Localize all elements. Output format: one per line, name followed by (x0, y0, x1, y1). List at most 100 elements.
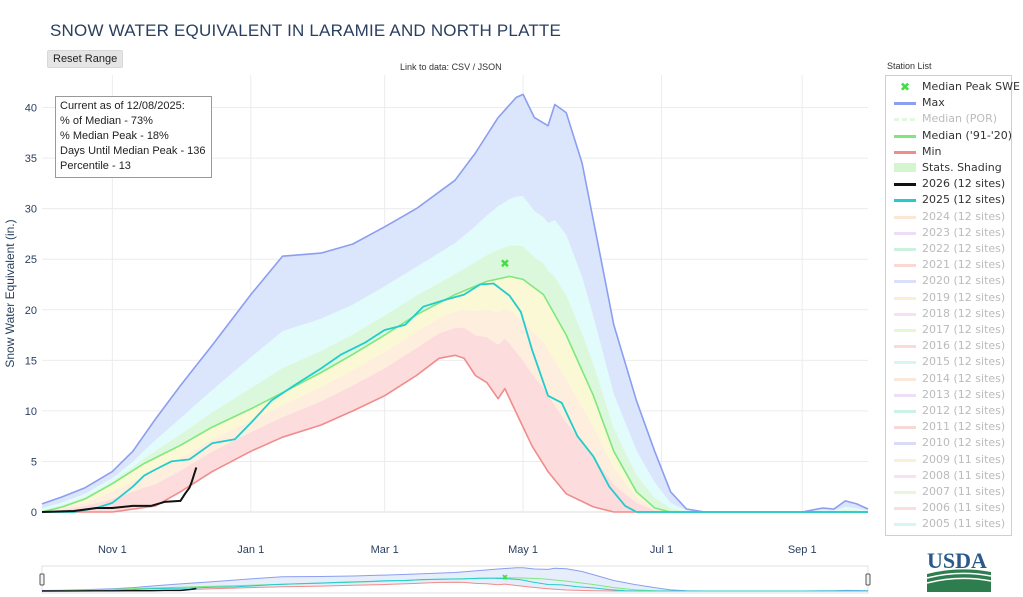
legend-item[interactable]: 2026 (12 sites) (886, 176, 1011, 192)
y-tick-label: 35 (25, 153, 37, 165)
legend-swatch (894, 410, 916, 413)
stats-date-line: Current as of 12/08/2025: (60, 100, 185, 112)
legend-label: 2017 (12 sites) (922, 323, 1006, 336)
y-tick-label: 40 (25, 103, 37, 115)
legend: ✖ Median Peak SWE Max Median (POR) Median ('… (885, 75, 1020, 536)
legend-item[interactable]: Stats. Shading (886, 160, 1011, 176)
legend-label: 2019 (12 sites) (922, 290, 1006, 304)
legend-swatch (894, 264, 916, 268)
y-tick-label: 25 (25, 254, 37, 266)
legend-item[interactable]: 2007 (11 sites) (886, 484, 1011, 500)
legend-label: 2020 (12 sites) (922, 274, 1006, 288)
link-prefix: Link to data: (400, 62, 450, 72)
median-peak-marker (501, 259, 509, 268)
series-2025-line (42, 282, 868, 513)
x-tick-label: May 1 (508, 544, 538, 556)
legend-item[interactable]: 2019 (12 sites) (886, 290, 1011, 306)
legend-item[interactable]: 2018 (12 sites) (886, 306, 1011, 322)
legend-swatch (894, 150, 916, 154)
legend-label: Min (922, 144, 942, 158)
legend-item[interactable]: 2012 (12 sites) (886, 403, 1011, 419)
legend-item[interactable]: 2011 (12 sites) (886, 419, 1011, 435)
legend-swatch (894, 426, 916, 430)
legend-label: 2015 (12 sites) (922, 355, 1006, 369)
legend-swatch (894, 118, 916, 122)
legend-swatch (894, 329, 916, 332)
legend-swatch (894, 183, 916, 187)
legend-item[interactable]: 2009 (11 sites) (886, 452, 1011, 468)
legend-item[interactable]: 2008 (11 sites) (886, 468, 1011, 484)
legend-item[interactable]: 2022 (12 sites) (886, 241, 1011, 257)
legend-item[interactable]: 2010 (12 sites) (886, 435, 1011, 451)
legend-title: Station List (887, 61, 932, 71)
csv-link[interactable]: CSV (451, 62, 471, 72)
reset-range-button[interactable]: Reset Range (47, 50, 124, 68)
legend-label: 2016 (12 sites) (922, 339, 1006, 353)
link-separator: / (472, 62, 476, 72)
x-tick-label: Mar 1 (371, 544, 399, 556)
legend-item[interactable]: 2015 (12 sites) (886, 354, 1011, 370)
stats-pct-median-peak: % Median Peak - 18% (60, 130, 169, 142)
slider-2025-line (42, 577, 868, 592)
y-tick-label: 20 (25, 305, 37, 317)
legend-label: 2014 (12 sites) (922, 371, 1006, 385)
legend-swatch (894, 199, 916, 203)
series-2026-line (41, 467, 198, 513)
legend-item[interactable]: Max (886, 95, 1011, 111)
legend-label: 2018 (12 sites) (922, 306, 1006, 320)
legend-swatch (894, 458, 916, 462)
shading-30-10 (42, 308, 868, 512)
legend-label: 2022 (12 sites) (922, 242, 1006, 255)
legend-swatch (894, 491, 916, 494)
legend-label: 2023 (12 sites) (922, 225, 1006, 239)
usda-logo: USDA (925, 548, 993, 592)
legend-swatch (894, 474, 916, 478)
legend-item[interactable]: 2020 (12 sites) (886, 273, 1011, 289)
legend-swatch (894, 361, 916, 365)
legend-label: 2006 (11 sites) (922, 501, 1006, 515)
legend-swatch (894, 163, 916, 172)
y-tick-label: 10 (25, 406, 37, 418)
legend-item[interactable]: Median (POR) (886, 111, 1011, 127)
legend-label: Median ('91-'20) (922, 128, 1013, 142)
legend-item[interactable]: 2005 (11 sites) (886, 516, 1011, 532)
legend-item[interactable]: 2025 (12 sites) (886, 192, 1011, 208)
range-slider-left-handle[interactable] (39, 573, 45, 586)
stats-percentile: Percentile - 13 (60, 160, 131, 172)
legend-item[interactable]: 2014 (12 sites) (886, 371, 1011, 387)
legend-swatch (894, 377, 916, 381)
json-link[interactable]: JSON (477, 62, 502, 72)
legend-swatch (894, 215, 916, 219)
legend-item[interactable]: 2017 (12 sites) (886, 322, 1011, 338)
legend-item[interactable]: 2023 (12 sites) (886, 225, 1011, 241)
legend-label: 2024 (12 sites) (922, 209, 1006, 223)
legend-item[interactable]: 2006 (11 sites) (886, 500, 1011, 516)
legend-swatch (894, 134, 916, 138)
legend-label: 2011 (12 sites) (922, 420, 1006, 434)
legend-item[interactable]: 2016 (12 sites) (886, 338, 1011, 354)
legend-label: 2012 (12 sites) (922, 404, 1006, 417)
legend-swatch (894, 523, 916, 527)
legend-swatch (894, 296, 916, 300)
peak-marker-icon: ✖ (899, 80, 911, 94)
legend-swatch (894, 345, 916, 349)
legend-label: Median Peak SWE (922, 80, 1020, 93)
legend-label: 2009 (11 sites) (922, 452, 1006, 466)
legend-item[interactable]: 2013 (12 sites) (886, 387, 1011, 403)
legend-item[interactable]: 2024 (12 sites) (886, 209, 1011, 225)
x-tick-label: Jan 1 (237, 544, 264, 556)
legend-item[interactable]: 2021 (12 sites) (886, 257, 1011, 273)
legend-label: 2013 (12 sites) (922, 387, 1006, 401)
legend-label: 2005 (11 sites) (922, 517, 1006, 531)
y-tick-label: 15 (25, 355, 37, 367)
range-slider-right-handle[interactable] (865, 573, 871, 586)
legend-item[interactable]: Median ('91-'20) (886, 128, 1013, 144)
legend-swatch (894, 312, 916, 316)
legend-label: 2007 (11 sites) (922, 485, 1006, 498)
x-tick-label: Sep 1 (788, 544, 817, 556)
legend-label: Max (922, 96, 945, 110)
legend-item[interactable]: Min (886, 144, 1011, 160)
y-tick-label: 30 (25, 204, 37, 216)
legend-item[interactable]: ✖ Median Peak SWE (886, 79, 1020, 95)
